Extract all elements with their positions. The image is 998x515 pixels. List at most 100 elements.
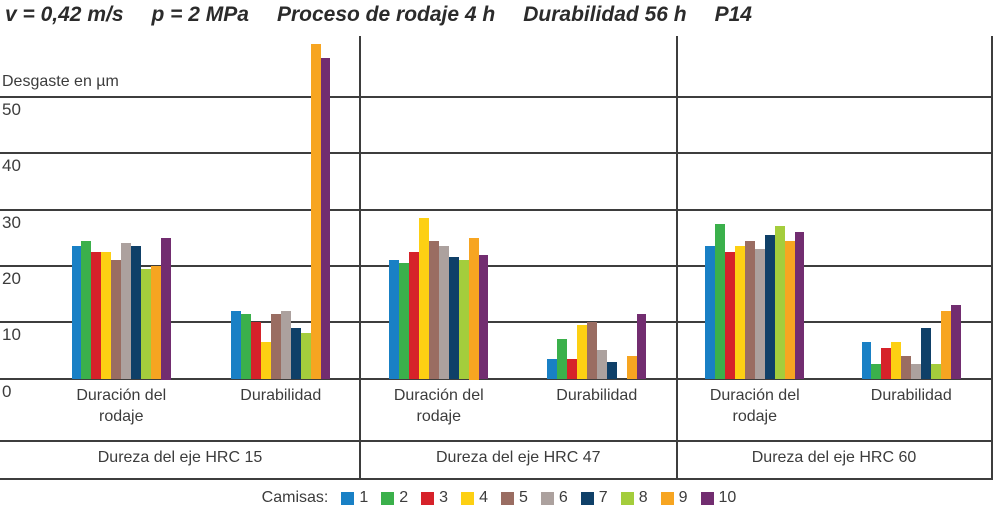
bar-camisa-1	[231, 310, 241, 380]
legend-swatch	[700, 491, 714, 505]
legend-label: 8	[638, 489, 648, 506]
legend-label: 2	[399, 489, 409, 506]
y-tick-label: 20	[2, 268, 21, 288]
legend-item: 9	[660, 489, 688, 507]
bar-camisa-6	[121, 243, 132, 380]
bar-camisa-7	[921, 327, 932, 380]
panel-label: Dureza del eje HRC 15	[97, 449, 263, 466]
bar-camisa-3	[881, 347, 892, 380]
bar-camisa-4	[734, 246, 745, 380]
y-tick-label: 10	[2, 325, 21, 345]
legend: Camisas: 1 2 3 4 5 6 7 8 9 10	[0, 489, 998, 507]
bar-camisa-3	[408, 251, 419, 380]
legend-item: 2	[381, 489, 408, 507]
legend-label: 10	[718, 489, 737, 506]
gridline	[0, 264, 992, 267]
bar-camisa-10	[951, 305, 961, 380]
y-tick-label: 0	[2, 381, 12, 401]
legend-item: 4	[461, 489, 488, 507]
chart-title-segment: Durabilidad 56 h	[523, 3, 687, 26]
y-tick-label: 30	[2, 212, 21, 232]
bar-camisa-10	[636, 313, 647, 380]
bar-camisa-6	[911, 364, 922, 380]
bar-camisa-2	[556, 339, 567, 380]
legend-swatch	[540, 491, 554, 505]
legend-swatch	[580, 491, 594, 505]
bar-camisa-10	[161, 237, 171, 380]
bar-camisa-9	[784, 240, 795, 380]
legend-swatch	[381, 491, 395, 505]
bar-camisa-4	[576, 325, 587, 380]
bar-camisa-5	[428, 240, 439, 380]
group-label: Duración del rodaje	[76, 387, 167, 425]
bar-camisa-9	[468, 237, 479, 380]
legend-label: 9	[678, 489, 688, 506]
group-label: Duración del rodaje	[393, 387, 484, 425]
bar-camisa-5	[586, 322, 597, 380]
bar-camisa-7	[764, 234, 775, 380]
bar-camisa-4	[260, 341, 271, 380]
bar-camisa-9	[626, 355, 637, 380]
bar-camisa-5	[744, 240, 755, 380]
bar-camisa-9	[151, 265, 162, 380]
bar-camisa-1	[705, 246, 715, 380]
bar-camisa-1	[389, 260, 399, 380]
bar-camisa-9	[310, 43, 321, 380]
bar-camisa-8	[458, 260, 469, 380]
panel-divider	[675, 36, 678, 480]
bar-camisa-4	[891, 341, 902, 380]
group-label: Durabilidad	[556, 387, 638, 404]
gridline	[0, 377, 992, 380]
bar-camisa-3	[250, 322, 261, 380]
bar-camisa-1	[547, 358, 557, 380]
panel-divider	[359, 36, 361, 480]
bar-camisa-8	[931, 364, 942, 380]
bar-camisa-7	[290, 327, 301, 380]
bar-camisa-4	[418, 218, 429, 380]
group-label: Duración del rodaje	[709, 387, 800, 425]
y-tick-label: 40	[2, 156, 21, 176]
chart-title: v = 0,42 m/s p = 2 MPa Proceso de rodaje 4…	[5, 3, 752, 27]
bar-camisa-2	[398, 263, 409, 380]
legend-label: 4	[479, 489, 488, 506]
legend-swatch	[341, 491, 355, 505]
bar-camisa-10	[320, 57, 331, 380]
panel-label: Dureza del eje HRC 47	[435, 449, 601, 466]
bar-camisa-10	[478, 254, 489, 380]
legend-label: 5	[518, 489, 528, 506]
gridline	[0, 208, 992, 211]
legend-item: 3	[421, 489, 448, 507]
bar-camisa-2	[81, 240, 92, 380]
bar-camisa-3	[724, 251, 735, 380]
legend-item: 6	[540, 489, 568, 507]
chart-title-segment: v = 0,42 m/s	[5, 3, 124, 26]
bar-camisa-4	[101, 251, 112, 380]
bar-camisa-2	[240, 313, 251, 380]
legend-title: Camisas:	[261, 489, 329, 506]
bar-camisa-1	[861, 341, 872, 380]
legend-item: 8	[620, 489, 648, 507]
bar-camisa-2	[871, 364, 882, 380]
bar-camisa-3	[566, 358, 577, 380]
gridline	[0, 96, 992, 98]
legend-swatch	[620, 491, 634, 505]
bar-camisa-9	[941, 310, 952, 380]
group-row-line	[0, 440, 992, 442]
bar-camisa-10	[794, 232, 805, 380]
gridline	[0, 152, 992, 155]
legend-item: 7	[580, 489, 608, 507]
bar-camisa-6	[596, 350, 607, 380]
bar-camisa-7	[131, 246, 142, 380]
legend-label: 7	[598, 489, 608, 506]
bar-camisa-7	[448, 257, 459, 380]
bar-camisa-1	[71, 246, 82, 380]
group-label: Durabilidad	[240, 387, 322, 404]
legend-swatch	[421, 491, 435, 505]
bar-camisa-6	[438, 246, 449, 380]
panel-divider	[990, 36, 993, 480]
bar-camisa-7	[606, 361, 617, 380]
chart-title-segment: Proceso de rodaje 4 h	[276, 3, 496, 26]
bar-camisa-6	[754, 249, 765, 380]
legend-swatch	[500, 491, 514, 505]
bar-camisa-6	[280, 310, 291, 380]
